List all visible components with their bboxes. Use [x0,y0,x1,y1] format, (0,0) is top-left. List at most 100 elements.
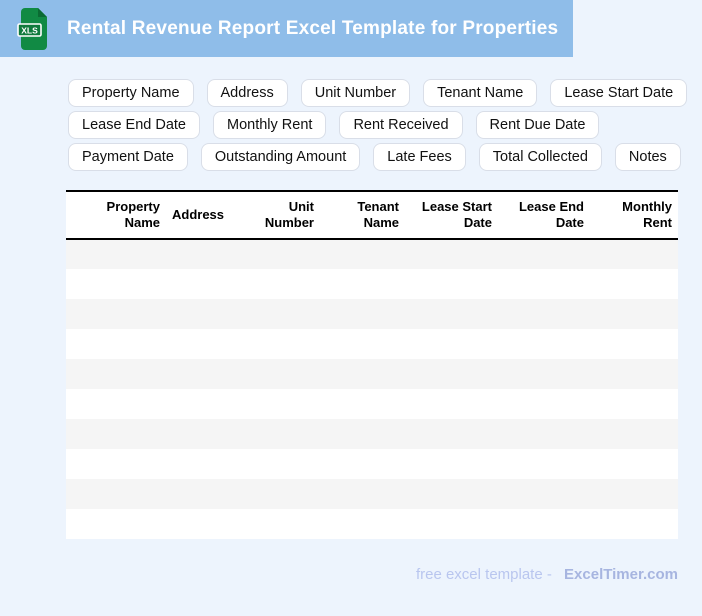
table-cell-empty [240,389,320,419]
table-cell-empty [590,239,678,269]
table-cell-empty [320,449,405,479]
table-row [66,239,678,269]
table-cell-empty [320,389,405,419]
chip-tenant-name[interactable]: Tenant Name [423,79,538,107]
table-cell-empty [240,329,320,359]
table-header: Property Name Address Unit Number Tenant Na… [66,191,678,239]
table-body [66,239,678,539]
xls-file-icon: XLS [17,7,47,50]
table-cell-empty [320,299,405,329]
table-row [66,479,678,509]
table-cell-empty [320,359,405,389]
table-cell-empty [66,419,166,449]
chip-rent-received[interactable]: Rent Received [339,111,463,139]
table-cell-empty [66,479,166,509]
table-cell-empty [498,389,590,419]
table-cell-empty [240,509,320,539]
chip-lease-end-date[interactable]: Lease End Date [68,111,200,139]
table-cell-empty [498,509,590,539]
table-cell-empty [166,509,240,539]
table-row [66,269,678,299]
table-header-row: Property Name Address Unit Number Tenant Na… [66,191,678,239]
table-row [66,299,678,329]
table-cell-empty [166,329,240,359]
table-cell-empty [240,239,320,269]
column-header-tenant-name: Tenant Name [357,198,399,230]
table-cell-empty [240,299,320,329]
column-header-address: Address [172,206,225,222]
column-header-unit-number: Unit Number [264,198,314,230]
table-cell-empty [590,269,678,299]
table-row [66,449,678,479]
chip-late-fees[interactable]: Late Fees [373,143,466,171]
chip-payment-date[interactable]: Payment Date [68,143,188,171]
table-cell-empty [590,449,678,479]
chip-total-collected[interactable]: Total Collected [478,143,602,171]
table-cell-empty [166,419,240,449]
table-cell-empty [166,269,240,299]
table-cell-empty [498,419,590,449]
chip-rent-due-date[interactable]: Rent Due Date [475,111,600,139]
table-cell-empty [405,299,498,329]
table-cell-empty [405,359,498,389]
table-cell-empty [66,389,166,419]
table-cell-empty [498,329,590,359]
table-cell-empty [590,509,678,539]
table-cell-empty [240,479,320,509]
table-cell-empty [405,389,498,419]
column-header-property-name: Property Name [106,198,160,230]
table-cell-empty [320,269,405,299]
footer: free excel template - ExcelTimer.com [66,566,678,583]
table-cell-empty [240,269,320,299]
table-cell-empty [405,269,498,299]
table-cell-empty [405,449,498,479]
chip-monthly-rent[interactable]: Monthly Rent [213,111,327,139]
table-cell-empty [405,419,498,449]
table-cell-empty [166,389,240,419]
chip-unit-number[interactable]: Unit Number [300,79,411,107]
table-cell-empty [590,299,678,329]
chip-notes[interactable]: Notes [614,143,681,171]
chip-lease-start-date[interactable]: Lease Start Date [550,79,688,107]
chip-property-name[interactable]: Property Name [68,79,194,107]
table-cell-empty [590,419,678,449]
column-header-lease-end-date: Lease End Date [518,198,584,230]
table-cell-empty [498,479,590,509]
table-row [66,359,678,389]
table-cell-empty [405,509,498,539]
table-cell-empty [240,359,320,389]
table-cell-empty [320,419,405,449]
table-cell-empty [498,449,590,479]
table-cell-empty [320,239,405,269]
brand-link[interactable]: ExcelTimer.com [564,566,678,583]
table-cell-empty [66,359,166,389]
table-cell-empty [240,419,320,449]
column-header-lease-start-date: Lease Start Date [421,198,492,230]
xls-icon-label: XLS [21,25,38,35]
table-cell-empty [166,479,240,509]
table-cell-empty [66,329,166,359]
table-cell-empty [405,239,498,269]
chip-outstanding-amount[interactable]: Outstanding Amount [200,143,361,171]
footer-tagline: free excel template - [415,566,552,583]
table-cell-empty [66,269,166,299]
table-cell-empty [498,239,590,269]
table-cell-empty [166,299,240,329]
table-cell-empty [166,449,240,479]
rental-report-table: Property Name Address Unit Number Tenant Na… [66,190,678,539]
table-row [66,389,678,419]
table-cell-empty [498,359,590,389]
table-cell-empty [66,509,166,539]
table-row [66,509,678,539]
table-cell-empty [320,509,405,539]
table-cell-empty [240,449,320,479]
table-cell-empty [320,479,405,509]
table-cell-empty [405,329,498,359]
field-chips: Property Name Address Unit Number Tenant Na… [68,79,688,171]
table-cell-empty [590,389,678,419]
table-cell-empty [590,359,678,389]
chip-address[interactable]: Address [206,79,288,107]
table-row [66,329,678,359]
header-banner: XLS Rental Revenue Report Excel Template… [0,0,573,57]
table-cell-empty [66,449,166,479]
